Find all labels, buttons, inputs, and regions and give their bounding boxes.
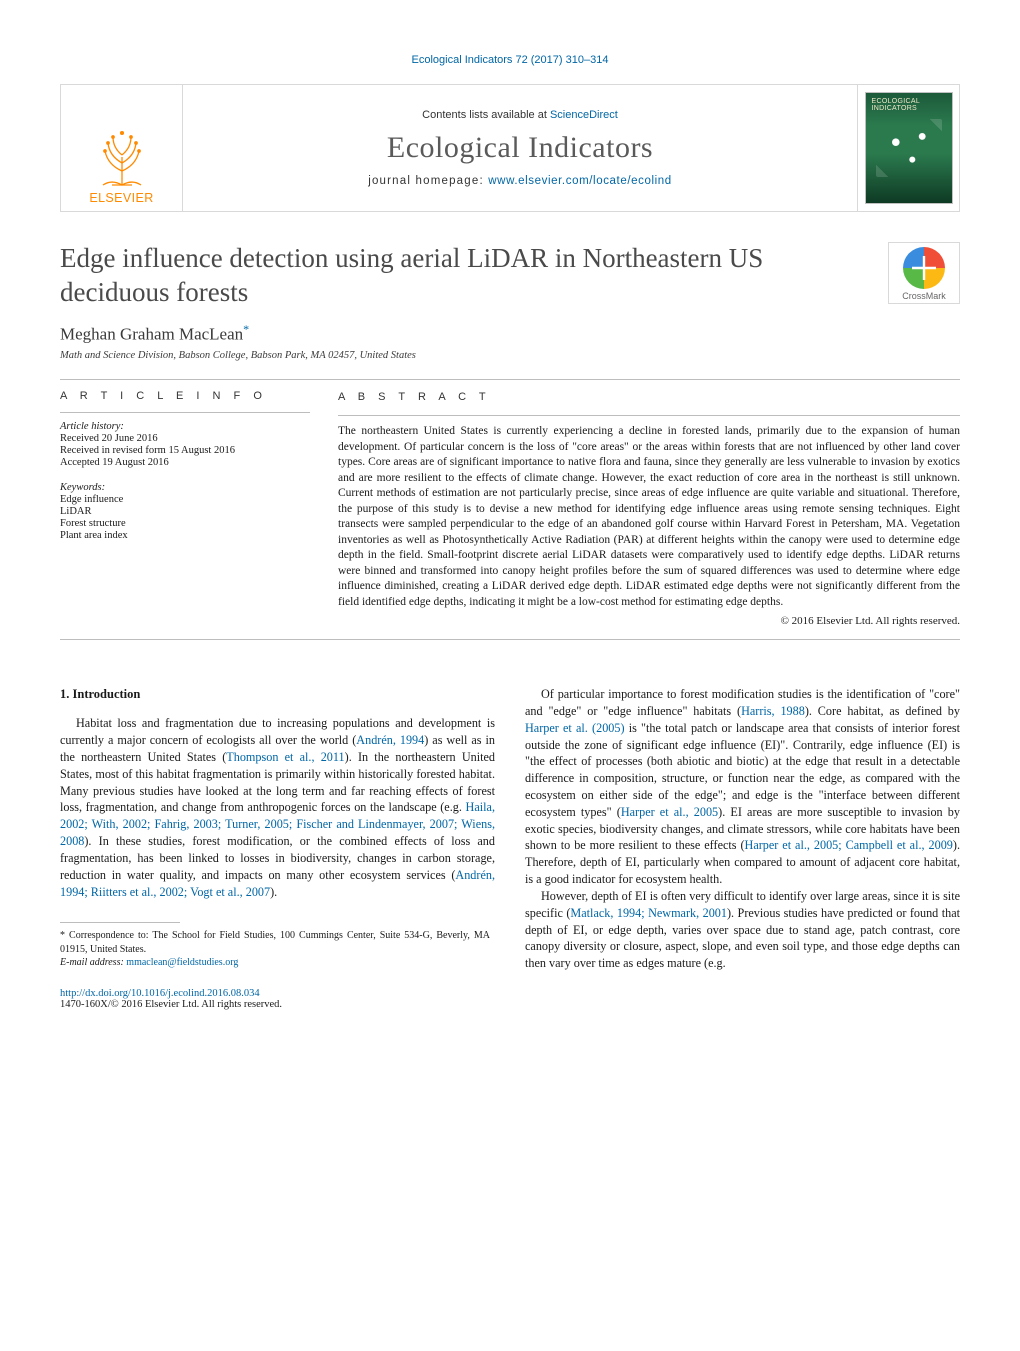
cover-thumb-container: ECOLOGICAL INDICATORS <box>857 85 959 211</box>
journal-banner: ELSEVIER Contents lists available at Sci… <box>60 84 960 212</box>
keyword: Edge influence <box>60 494 310 505</box>
body-paragraph: However, depth of EI is often very diffi… <box>525 888 960 972</box>
citation-link[interactable]: Andrén, 1994 <box>356 733 424 747</box>
section-heading-introduction: 1. Introduction <box>60 686 495 703</box>
body-text: ). <box>270 885 277 899</box>
body-paragraph: Of particular importance to forest modif… <box>525 686 960 888</box>
citation-link[interactable]: Thompson et al., 2011 <box>226 750 344 764</box>
body-text: ). Core habitat, as defined by <box>805 704 960 718</box>
history-received: Received 20 June 2016 <box>60 433 310 444</box>
journal-homepage-link[interactable]: www.elsevier.com/locate/ecolind <box>488 175 672 187</box>
citation-link[interactable]: Matlack, 1994; Newmark, 2001 <box>570 906 727 920</box>
sciencedirect-link[interactable]: ScienceDirect <box>550 109 618 121</box>
authors: Meghan Graham MacLean* <box>60 322 960 345</box>
abstract-label: A B S T R A C T <box>338 390 960 405</box>
abstract-column: A B S T R A C T The northeastern United … <box>338 390 960 629</box>
corresponding-email-link[interactable]: mmaclean@fieldstudies.org <box>126 957 238 968</box>
body-right-column: Of particular importance to forest modif… <box>525 686 960 972</box>
divider <box>60 639 960 640</box>
article-title: Edge influence detection using aerial Li… <box>60 242 864 310</box>
divider <box>338 415 960 416</box>
citation-link[interactable]: Harris, 1988 <box>741 704 805 718</box>
correspondence-footnote: * Correspondence to: The School for Fiel… <box>60 929 490 970</box>
citation-link[interactable]: Harper et al., 2005 <box>621 805 718 819</box>
crossmark-badge[interactable]: CrossMark <box>888 242 960 304</box>
banner-center: Contents lists available at ScienceDirec… <box>183 85 857 211</box>
cover-caption: ECOLOGICAL INDICATORS <box>872 98 952 112</box>
email-label: E-mail address: <box>60 957 126 968</box>
elsevier-tree-icon <box>95 127 149 187</box>
keyword: LiDAR <box>60 506 310 517</box>
publisher-name: ELSEVIER <box>89 191 153 205</box>
divider <box>60 379 960 380</box>
abstract-copyright: © 2016 Elsevier Ltd. All rights reserved… <box>338 614 960 629</box>
affiliation: Math and Science Division, Babson Colleg… <box>60 350 960 361</box>
doi-link[interactable]: http://dx.doi.org/10.1016/j.ecolind.2016… <box>60 988 260 999</box>
keyword: Plant area index <box>60 530 310 541</box>
issn-copyright: 1470-160X/© 2016 Elsevier Ltd. All right… <box>60 999 282 1010</box>
history-revised: Received in revised form 15 August 2016 <box>60 445 310 456</box>
divider <box>60 412 310 413</box>
article-info-label: A R T I C L E I N F O <box>60 390 310 402</box>
article-info-column: A R T I C L E I N F O Article history: R… <box>60 390 310 629</box>
journal-homepage-line: journal homepage: www.elsevier.com/locat… <box>368 175 672 187</box>
corr-prefix: * Correspondence to: <box>60 930 152 941</box>
journal-name: Ecological Indicators <box>387 131 653 165</box>
homepage-prefix: journal homepage: <box>368 175 488 187</box>
body-text: ). In these studies, forest modification… <box>60 834 495 882</box>
keyword: Forest structure <box>60 518 310 529</box>
journal-cover-thumbnail: ECOLOGICAL INDICATORS <box>865 92 953 204</box>
body-paragraph: Habitat loss and fragmentation due to in… <box>60 715 495 900</box>
running-header: Ecological Indicators 72 (2017) 310–314 <box>60 54 960 66</box>
body-left-column: 1. Introduction Habitat loss and fragmen… <box>60 686 495 972</box>
crossmark-icon <box>903 247 945 289</box>
footnote-rule <box>60 922 180 923</box>
history-label: Article history: <box>60 421 310 432</box>
contents-prefix: Contents lists available at <box>422 109 550 121</box>
publisher-block: ELSEVIER <box>61 85 183 211</box>
keywords-label: Keywords: <box>60 482 310 493</box>
corresponding-marker: * <box>243 322 249 336</box>
cover-art-icon <box>876 119 942 177</box>
doi-block: http://dx.doi.org/10.1016/j.ecolind.2016… <box>60 988 960 1010</box>
crossmark-label: CrossMark <box>902 291 946 301</box>
history-accepted: Accepted 19 August 2016 <box>60 457 310 468</box>
contents-available-line: Contents lists available at ScienceDirec… <box>422 109 618 121</box>
author-name: Meghan Graham MacLean <box>60 324 243 343</box>
citation-link[interactable]: Harper et al., 2005; Campbell et al., 20… <box>745 838 953 852</box>
citation-link[interactable]: Harper et al. (2005) <box>525 721 625 735</box>
abstract-text: The northeastern United States is curren… <box>338 424 960 610</box>
